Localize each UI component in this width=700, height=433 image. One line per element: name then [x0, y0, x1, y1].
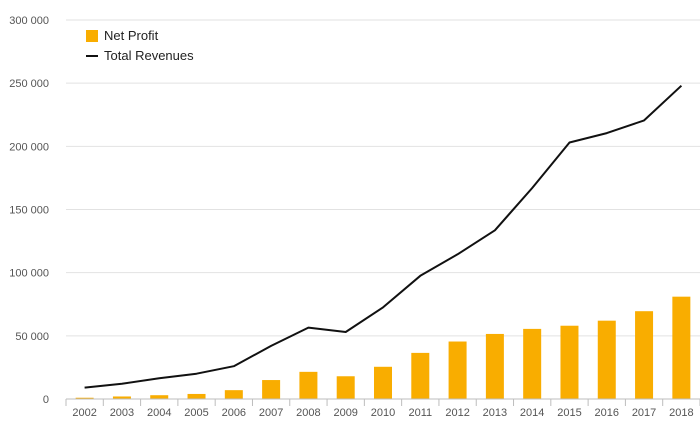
bar-net-profit-2009 [336, 376, 355, 399]
x-axis: 2002 2003 2004 2005 2006 2007 2008 2009 2010 2011… [65, 398, 700, 419]
x-tick-label-2014: 2014 [520, 407, 544, 419]
bar-net-profit-2006 [224, 390, 243, 399]
legend-swatch-net-profit [86, 30, 98, 42]
x-tick-label-2013: 2013 [483, 407, 507, 419]
x-tick-label-2012: 2012 [445, 407, 469, 419]
x-tick-label-2008: 2008 [296, 407, 320, 419]
bar-net-profit-2010 [374, 366, 392, 399]
y-tick-label-6: 300 000 [9, 15, 49, 27]
legend-label-total-revenues: Total Revenues [104, 48, 194, 63]
bar-net-profit-2012 [448, 341, 467, 399]
bar-net-profit-2007 [262, 380, 281, 399]
bar-net-profit-2003 [112, 396, 131, 399]
y-tick-label-0: 0 [43, 394, 49, 406]
net-profit-bars [75, 296, 691, 399]
y-axis-tick-labels: 0 50 000 100 000 150 000 200 000 250 000 300 0… [9, 15, 49, 406]
x-tick-label-2004: 2004 [147, 407, 171, 419]
legend-label-net-profit: Net Profit [104, 28, 159, 43]
bar-net-profit-2005 [187, 393, 206, 399]
y-tick-label-1: 50 000 [15, 331, 49, 343]
gridlines [66, 19, 700, 337]
y-tick-label-3: 150 000 [9, 205, 49, 217]
x-tick-label-2015: 2015 [557, 407, 581, 419]
x-tick-label-2011: 2011 [408, 407, 432, 419]
x-tick-label-2003: 2003 [110, 407, 134, 419]
bar-net-profit-2004 [150, 395, 169, 399]
x-tick-label-2017: 2017 [632, 407, 656, 419]
total-revenues-line-group [84, 84, 683, 389]
x-tick-label-2018: 2018 [669, 407, 693, 419]
line-total-revenues [84, 84, 683, 389]
x-tick-label-2005: 2005 [184, 407, 208, 419]
bar-net-profit-2002 [75, 397, 94, 399]
x-tick-label-2002: 2002 [72, 407, 96, 419]
y-tick-label-4: 200 000 [9, 141, 49, 153]
x-tick-label-2007: 2007 [259, 407, 283, 419]
bar-net-profit-2008 [299, 371, 318, 399]
y-tick-label-5: 250 000 [9, 78, 49, 90]
bar-net-profit-2016 [597, 320, 616, 399]
legend: Net Profit Total Revenues [86, 28, 194, 63]
x-tick-label-2016: 2016 [595, 407, 619, 419]
bar-net-profit-2014 [523, 328, 542, 399]
x-tick-label-2009: 2009 [333, 407, 357, 419]
bar-net-profit-2018 [672, 296, 691, 399]
bar-net-profit-2011 [411, 352, 430, 399]
bar-net-profit-2015 [560, 325, 579, 399]
x-tick-label-2006: 2006 [222, 407, 246, 419]
bar-net-profit-2013 [485, 333, 504, 399]
bar-net-profit-2017 [635, 311, 654, 399]
x-tick-label-2010: 2010 [371, 407, 395, 419]
y-tick-label-2: 100 000 [9, 268, 49, 280]
